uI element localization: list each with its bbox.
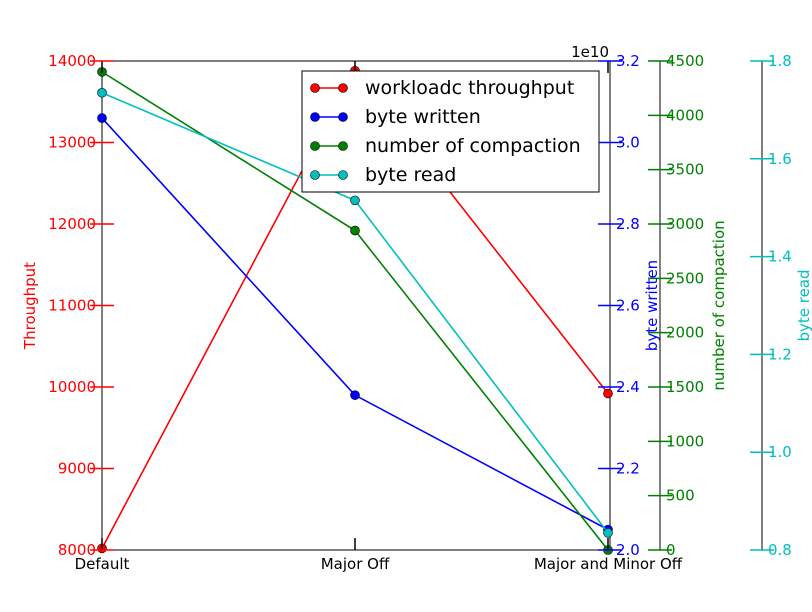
y-tick-label: 8000 [58, 541, 96, 559]
y-tick-label: 1.8 [768, 52, 792, 70]
y-tick-label: 9000 [58, 460, 96, 478]
y-tick-label: 2.8 [616, 215, 640, 233]
data-point [603, 528, 613, 538]
axis-byte-read: 0.8 1.0 1.2 1.4 1.6 1.8 byte read [750, 52, 812, 559]
legend-label: byte written [365, 106, 481, 128]
data-point [350, 225, 360, 236]
legend-box [301, 70, 600, 193]
y-tick-label: 1.6 [768, 150, 792, 168]
legend-marker [338, 170, 348, 180]
data-point [350, 195, 360, 206]
axis-byte-written: 2.0 2.2 2.4 2.6 2.8 3.0 3.2 byte written 1e10 [571, 43, 661, 559]
legend: workloadc throughput byte written number o… [301, 70, 600, 193]
legend-label: byte read [365, 164, 456, 186]
y-tick-label: 2000 [666, 324, 704, 342]
legend-label: number of compaction [365, 135, 581, 157]
data-point [97, 87, 107, 98]
y-tick-label: 4000 [666, 106, 704, 124]
legend-marker [338, 112, 348, 122]
y-tick-label: 2500 [666, 269, 704, 287]
y-tick-label: 14000 [48, 52, 96, 70]
x-tick-label: Default [75, 555, 130, 573]
legend-entry: workloadc throughput [310, 77, 574, 99]
y-tick-label: 0.8 [768, 541, 792, 559]
series-number-of-compaction [97, 67, 613, 555]
y-tick-label: 2.6 [616, 297, 640, 315]
axis-title: byte written [643, 260, 661, 351]
y-tick-label: 2.0 [616, 541, 640, 559]
y-tick-label: 1.0 [768, 443, 792, 461]
legend-marker [310, 170, 320, 180]
y-tick-label: 500 [666, 487, 695, 505]
axis-title: Throughput [21, 262, 39, 350]
y-tick-label: 3.2 [616, 52, 640, 70]
x-tick-label: Major and Minor Off [534, 555, 683, 573]
y-tick-label: 1.2 [768, 345, 792, 363]
legend-label: workloadc throughput [365, 77, 574, 99]
legend-marker [338, 141, 348, 151]
legend-entry: byte written [310, 106, 481, 128]
legend-entry: byte read [310, 164, 456, 186]
data-point [603, 388, 613, 399]
y-tick-label: 3.0 [616, 134, 640, 152]
y-tick-label: 3000 [666, 215, 704, 233]
axis-offset-text: 1e10 [571, 43, 609, 61]
y-tick-label: 11000 [48, 297, 96, 315]
axis-throughput: 8000 9000 10000 11000 12000 13000 14000 Through… [21, 52, 114, 559]
y-tick-label: 13000 [48, 134, 96, 152]
legend-marker [338, 83, 348, 93]
y-tick-label: 10000 [48, 378, 96, 396]
y-tick-label: 1000 [666, 432, 704, 450]
data-point [97, 113, 107, 123]
series-byte-written [97, 113, 613, 535]
axis-title: number of compaction [710, 220, 728, 390]
legend-marker [310, 141, 320, 151]
series-byte-read [97, 87, 613, 538]
x-tick-label: Major Off [321, 555, 390, 573]
y-tick-label: 1.4 [768, 248, 792, 266]
y-tick-label: 0 [666, 541, 676, 559]
y-tick-label: 3500 [666, 161, 704, 179]
data-point [350, 390, 360, 400]
legend-entry: number of compaction [310, 135, 581, 157]
y-tick-label: 12000 [48, 215, 96, 233]
y-tick-label: 4500 [666, 52, 704, 70]
legend-marker [310, 112, 320, 122]
legend-marker [310, 83, 320, 93]
y-tick-label: 2.4 [616, 378, 640, 396]
axes-layer: Default Major Off Major and Minor Off 8000 9… [21, 43, 812, 573]
axis-compaction: 0 500 1000 1500 2000 2500 3000 3500 4000 4500 numb… [648, 52, 728, 559]
axis-title: byte read [795, 269, 812, 341]
y-tick-label: 2.2 [616, 460, 640, 478]
y-tick-label: 1500 [666, 378, 704, 396]
series-layer [97, 65, 613, 555]
